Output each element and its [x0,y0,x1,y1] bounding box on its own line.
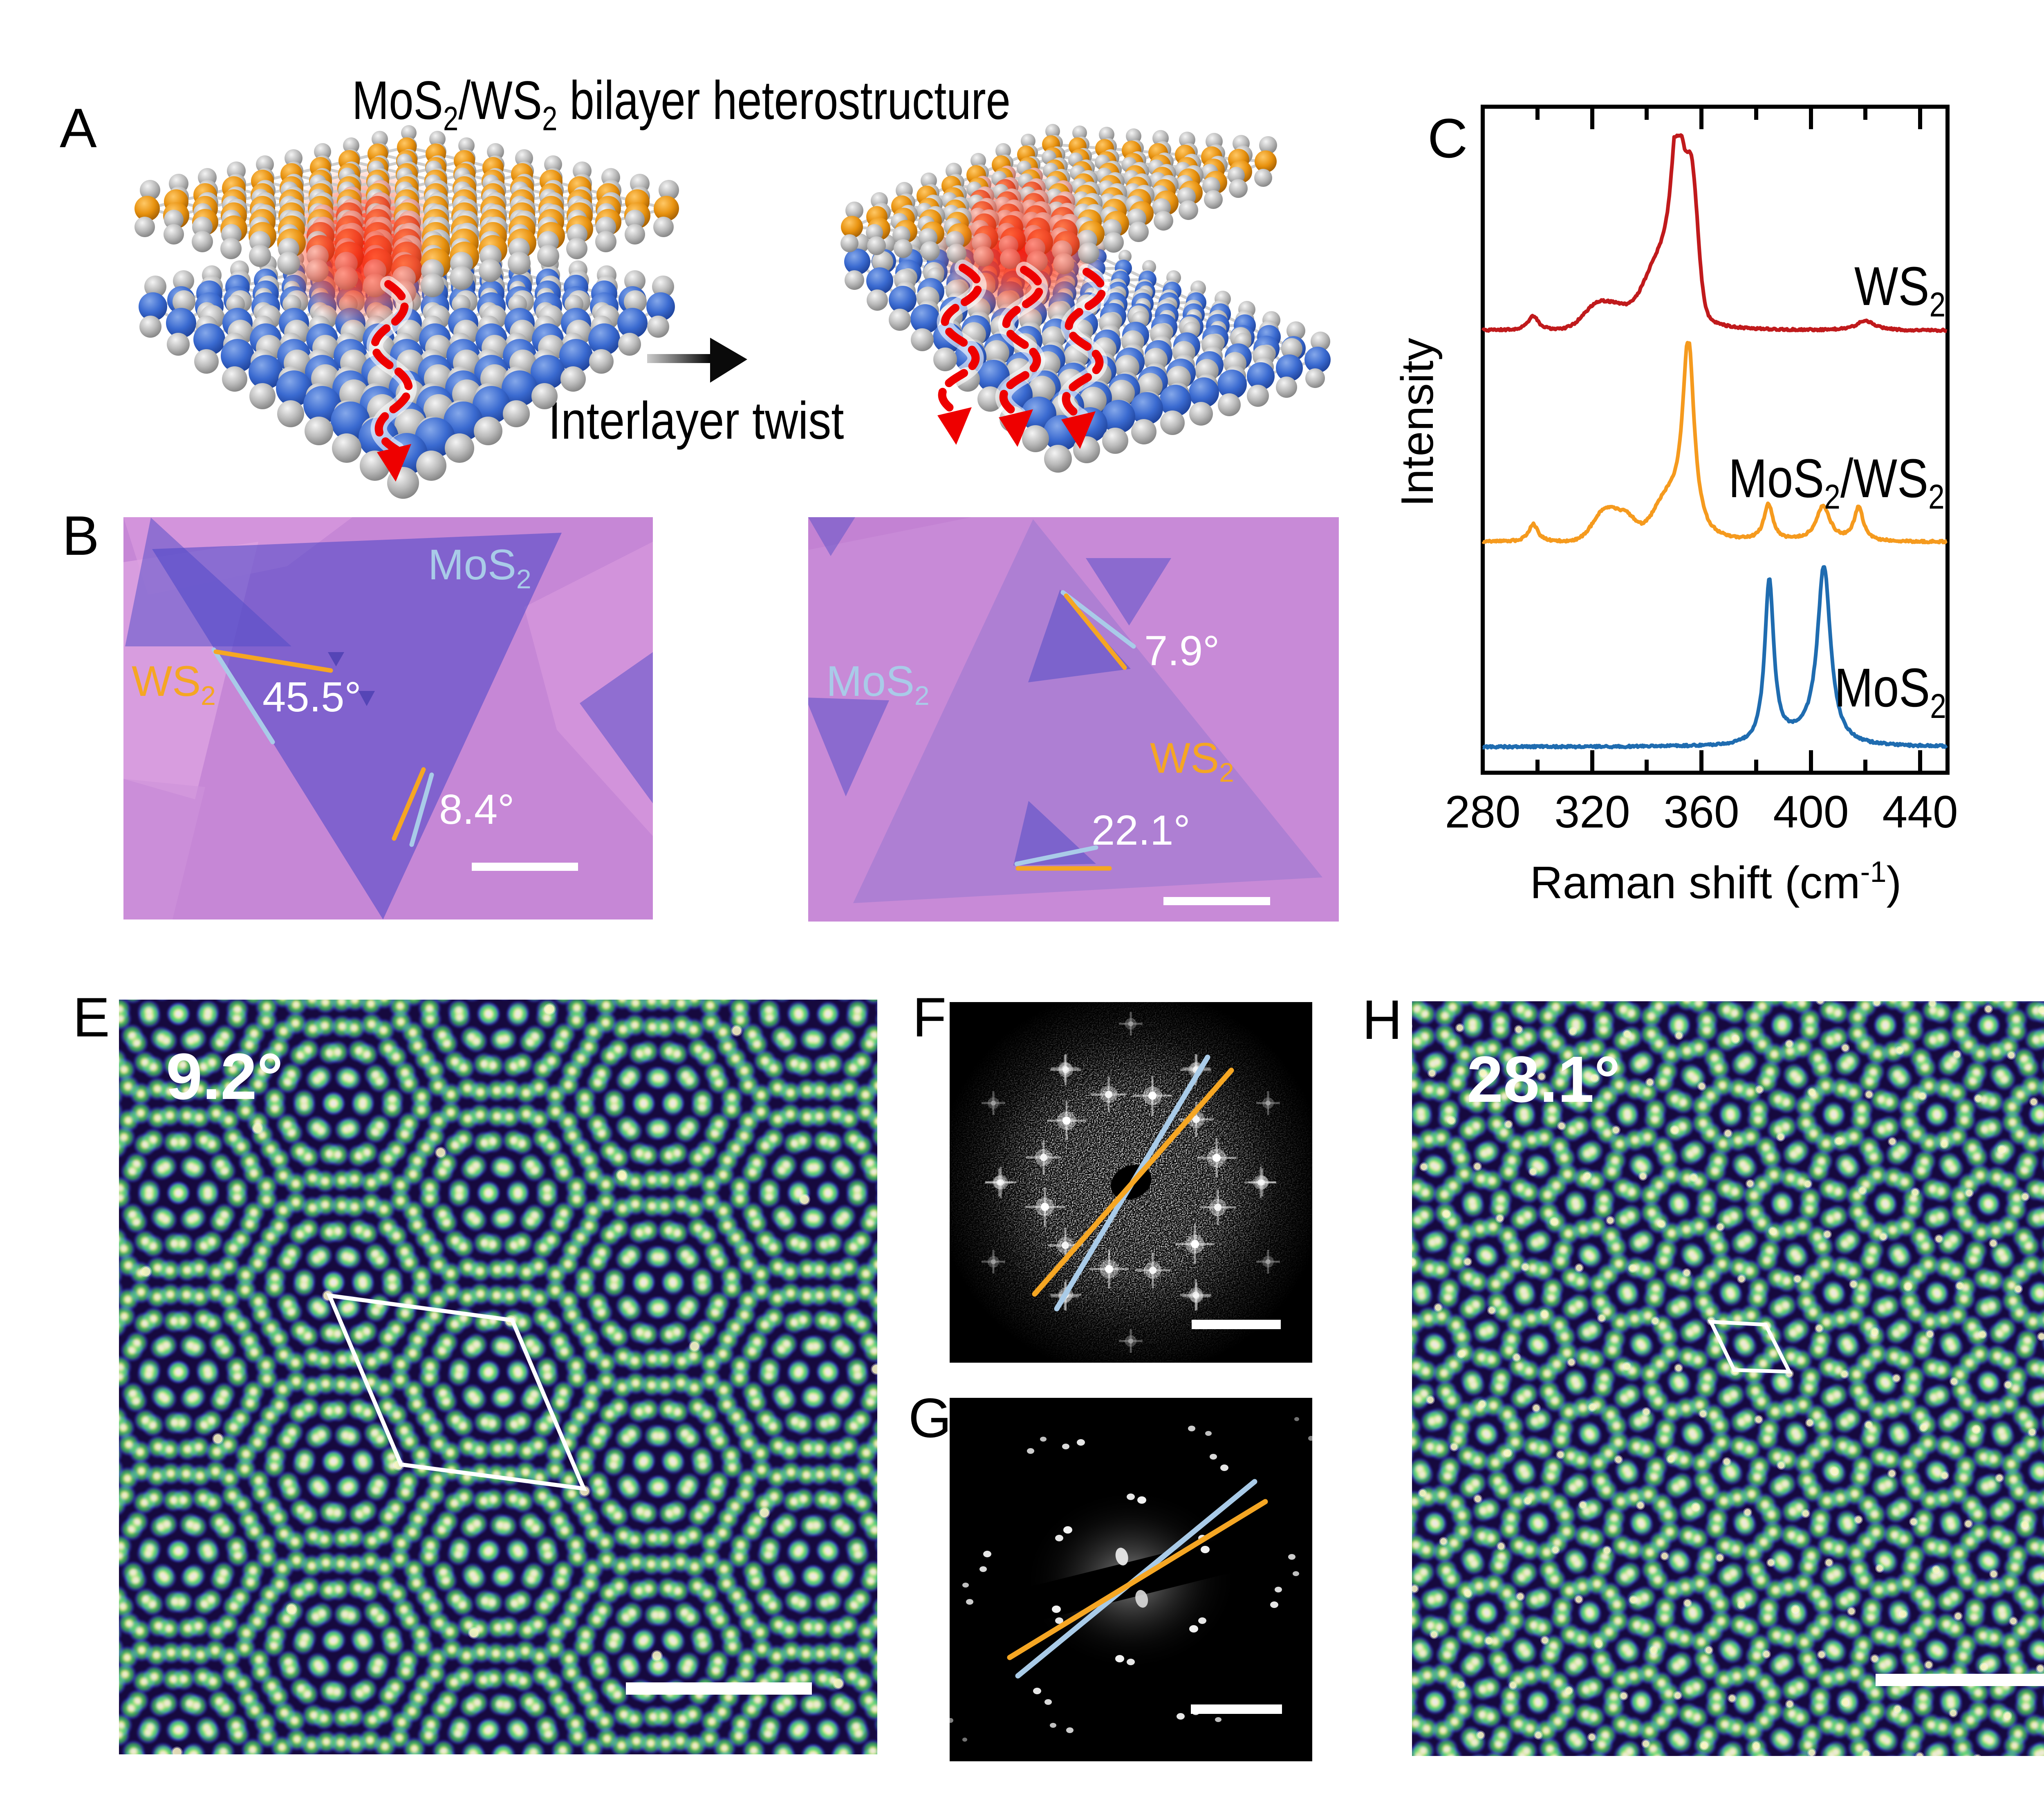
svg-text:22.1°: 22.1° [1091,807,1190,854]
svg-text:7.9°: 7.9° [1144,627,1219,674]
svg-text:WS2: WS2 [1150,734,1234,787]
svg-text:WS2: WS2 [1854,256,1945,324]
svg-text:45.5°: 45.5° [262,673,361,720]
svg-text:8.4°: 8.4° [439,786,514,833]
svg-text:400: 400 [1773,787,1849,837]
svg-text:280: 280 [1445,787,1520,837]
svg-text:Raman shift (cm-1): Raman shift (cm-1) [1530,856,1901,908]
svg-text:360: 360 [1663,787,1739,837]
svg-text:28.1°: 28.1° [1467,1043,1620,1116]
svg-text:MoS2: MoS2 [1834,657,1946,725]
svg-text:9.2°: 9.2° [166,1040,283,1113]
svg-text:MoS2: MoS2 [826,657,930,711]
svg-text:Intensity: Intensity [1392,338,1443,507]
svg-text:320: 320 [1554,787,1630,837]
svg-text:MoS2: MoS2 [428,541,531,594]
svg-text:440: 440 [1882,787,1958,837]
svg-text:MoS2/WS2: MoS2/WS2 [1728,448,1945,516]
svg-text:Intensity: Intensity [2041,338,2044,507]
